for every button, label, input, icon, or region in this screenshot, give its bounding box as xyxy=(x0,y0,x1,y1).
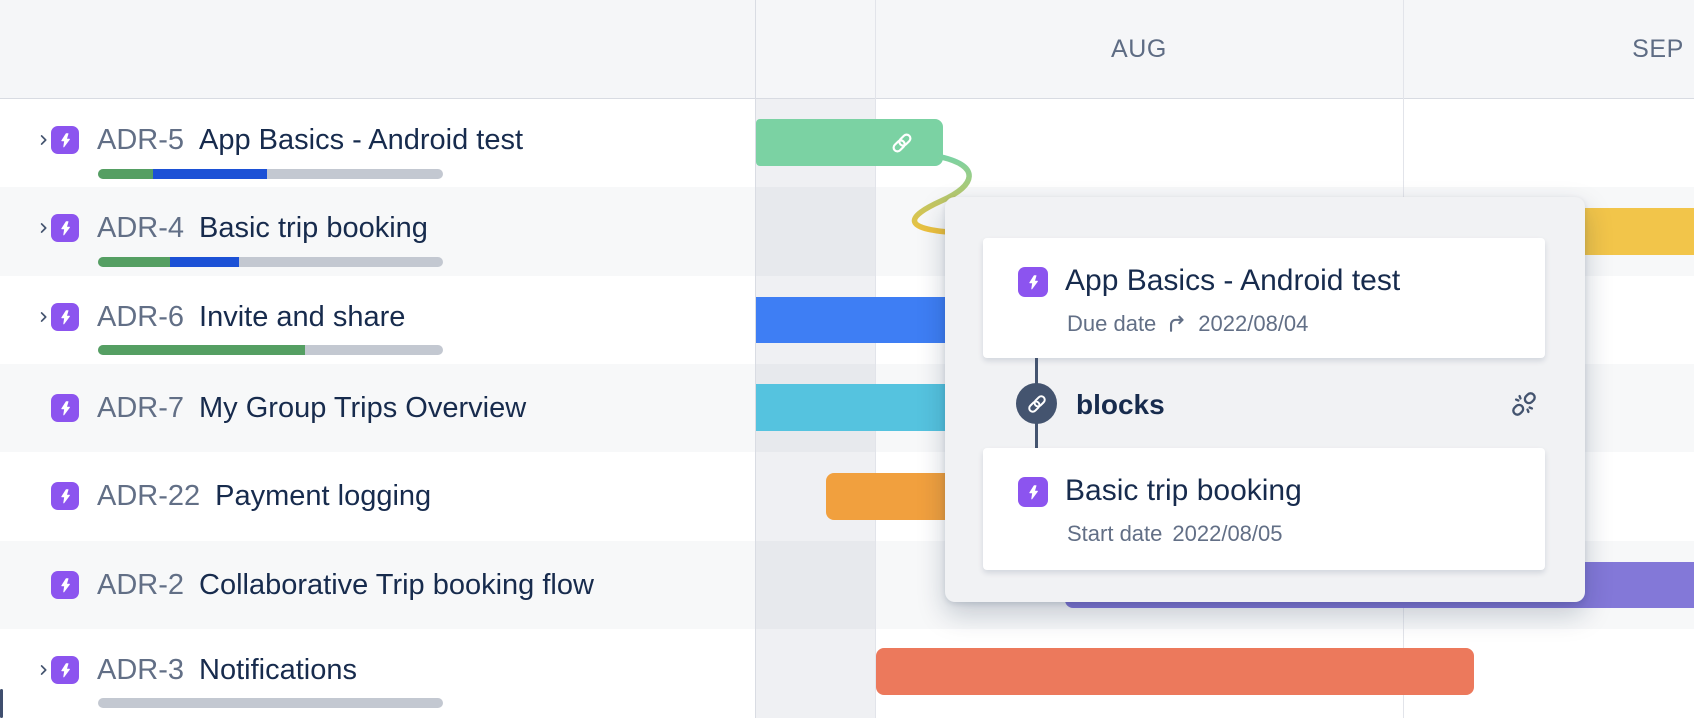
issue-key: ADR-4 xyxy=(97,211,185,244)
chain-link-icon[interactable] xyxy=(889,130,915,156)
epic-icon xyxy=(51,214,79,242)
issue-row[interactable]: ADR-7 My Group Trips Overview xyxy=(0,380,755,436)
month-label-aug: AUG xyxy=(1111,34,1167,63)
expand-chevron-icon[interactable] xyxy=(36,216,51,240)
issue-title: Collaborative Trip booking flow xyxy=(199,568,594,601)
issue-title: Payment logging xyxy=(215,479,432,512)
due-date-label: Due date xyxy=(1067,311,1157,336)
issue-key: ADR-5 xyxy=(97,123,185,156)
epic-icon xyxy=(1018,477,1048,507)
issue-key: ADR-2 xyxy=(97,568,185,601)
progress-bar xyxy=(98,169,443,179)
timeline-header xyxy=(0,0,1694,99)
epic-icon xyxy=(51,394,79,422)
epic-icon xyxy=(51,482,79,510)
epic-icon xyxy=(51,303,79,331)
issue-row[interactable]: ADR-22 Payment logging xyxy=(0,468,755,524)
schedule-bar-adr22[interactable] xyxy=(826,473,965,520)
target-issue-title[interactable]: Basic trip booking xyxy=(1065,474,1302,507)
issue-title: Basic trip booking xyxy=(199,211,428,244)
progress-bar xyxy=(98,698,443,708)
issue-title: Notifications xyxy=(199,653,357,686)
progress-in-progress xyxy=(170,257,240,267)
start-date-label: Start date xyxy=(1067,521,1163,546)
progress-bar xyxy=(98,257,443,267)
broken-link-icon[interactable] xyxy=(1510,390,1538,418)
target-date-meta: Start date 2022/08/05 xyxy=(1067,521,1283,547)
epic-icon xyxy=(51,126,79,154)
start-date-value: 2022/08/05 xyxy=(1172,521,1283,546)
progress-bar xyxy=(98,345,443,355)
progress-in-progress xyxy=(153,169,268,179)
schedule-bar-adr3[interactable] xyxy=(876,648,1474,695)
panel-divider[interactable] xyxy=(755,0,756,718)
month-label-sep: SEP xyxy=(1632,34,1684,63)
issue-row[interactable]: ADR-2 Collaborative Trip booking flow xyxy=(0,557,755,613)
progress-done xyxy=(98,345,305,355)
expand-chevron-icon[interactable] xyxy=(36,305,51,329)
dependency-target-card[interactable]: Basic trip booking Start date 2022/08/05 xyxy=(983,448,1545,570)
epic-icon xyxy=(1018,267,1048,297)
schedule-bar-adr7[interactable] xyxy=(756,384,965,431)
source-date-meta: Due date 2022/08/04 xyxy=(1067,311,1308,337)
issue-row[interactable]: ADR-3 Notifications xyxy=(0,642,755,698)
scroll-indicator[interactable] xyxy=(0,689,3,718)
gridline-aug xyxy=(875,0,876,718)
relation-label: blocks xyxy=(1076,389,1165,420)
issue-row[interactable]: ADR-5 App Basics - Android test xyxy=(0,112,755,168)
source-issue-title[interactable]: App Basics - Android test xyxy=(1065,264,1401,297)
issue-key: ADR-22 xyxy=(97,479,201,512)
issue-title: My Group Trips Overview xyxy=(199,391,527,424)
issue-title: App Basics - Android test xyxy=(199,123,524,156)
expand-chevron-icon[interactable] xyxy=(36,658,51,682)
curved-arrow-icon xyxy=(1170,315,1184,332)
timeline-shaded-column xyxy=(755,0,875,718)
progress-done xyxy=(98,257,171,267)
issue-key: ADR-6 xyxy=(97,300,185,333)
progress-done xyxy=(98,169,154,179)
expand-chevron-icon[interactable] xyxy=(36,128,51,152)
issue-row[interactable]: ADR-6 Invite and share xyxy=(0,289,755,345)
issue-row[interactable]: ADR-4 Basic trip booking xyxy=(0,200,755,256)
issue-key: ADR-3 xyxy=(97,653,185,686)
dependency-source-card[interactable]: App Basics - Android test Due date 2022/… xyxy=(983,238,1545,358)
schedule-bar-adr6[interactable] xyxy=(756,297,965,343)
issue-title: Invite and share xyxy=(199,300,406,333)
epic-icon xyxy=(51,571,79,599)
epic-icon xyxy=(51,656,79,684)
issue-key: ADR-7 xyxy=(97,391,185,424)
dependency-popup: App Basics - Android test Due date 2022/… xyxy=(945,197,1585,602)
chain-link-icon xyxy=(1016,383,1057,424)
due-date-value: 2022/08/04 xyxy=(1198,311,1309,336)
